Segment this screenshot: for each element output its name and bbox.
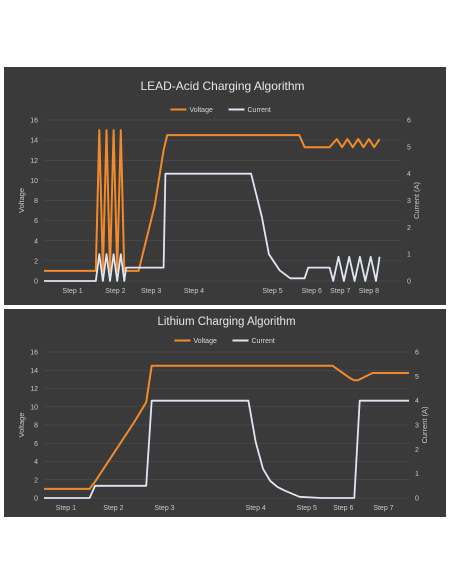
y-tick-label: 2: [34, 477, 38, 484]
step-label: Step 5: [297, 505, 317, 512]
step-label: Step 4: [246, 505, 266, 512]
step-label: Step 3: [154, 505, 174, 512]
chart-title: LEAD-Acid Charging Algorithm: [140, 79, 304, 93]
step-label: Step 4: [184, 288, 204, 295]
y-tick-label: 0: [34, 496, 38, 503]
step-label: Step 7: [373, 505, 393, 512]
y2-axis-label: Current (A): [412, 181, 421, 219]
lead-acid-chart-panel: LEAD-Acid Charging Algorithm Voltage Curre…: [4, 67, 446, 305]
voltage-series-line: [44, 129, 381, 272]
y-tick-label: 6: [34, 441, 38, 448]
current-series-line: [44, 172, 381, 282]
y-tick-label: 2: [34, 258, 38, 265]
legend-voltage-label: Voltage: [190, 107, 213, 114]
y2-tick-label: 3: [407, 198, 411, 205]
y2-tick-label: 2: [407, 225, 411, 232]
step-label: Step 7: [330, 288, 350, 295]
y-tick-label: 8: [34, 198, 38, 205]
y-tick-label: 16: [30, 350, 38, 357]
y-axis-label: Voltage: [17, 412, 26, 437]
y-tick-label: 16: [30, 118, 38, 125]
step-label: Step 2: [105, 288, 125, 295]
y2-tick-label: 6: [415, 350, 419, 357]
y2-tick-label: 3: [415, 423, 419, 430]
y-tick-label: 8: [34, 423, 38, 430]
y2-axis-label: Current (A): [420, 406, 429, 444]
legend-current-label: Current: [252, 338, 275, 345]
y2-tick-label: 4: [415, 398, 419, 405]
step-label: Step 3: [141, 288, 161, 295]
lithium-chart-panel: Lithium Charging Algorithm Voltage Current…: [4, 309, 446, 517]
step-label: Step 8: [359, 288, 379, 295]
y-tick-label: 10: [30, 404, 38, 411]
legend-voltage-label: Voltage: [194, 338, 217, 345]
y-tick-label: 12: [30, 158, 38, 165]
y-tick-label: 10: [30, 178, 38, 185]
step-label: Step 2: [103, 505, 123, 512]
y2-tick-label: 4: [407, 171, 411, 178]
y-axis-label: Voltage: [17, 188, 26, 213]
step-label: Step 5: [262, 288, 282, 295]
step-label: Step 1: [62, 288, 82, 295]
step-label: Step 1: [56, 505, 76, 512]
y-tick-label: 14: [30, 368, 38, 375]
y-tick-label: 4: [34, 459, 38, 466]
step-label: Step 6: [333, 505, 353, 512]
lithium-chart: Lithium Charging Algorithm Voltage Current…: [17, 316, 429, 512]
y-tick-label: 12: [30, 386, 38, 393]
lead-acid-chart: LEAD-Acid Charging Algorithm Voltage Curre…: [17, 79, 421, 295]
y2-tick-label: 5: [415, 374, 419, 381]
legend-current-label: Current: [248, 107, 271, 114]
current-series-line: [44, 399, 409, 499]
legend: Voltage Current: [170, 107, 271, 114]
step-label: Step 6: [302, 288, 322, 295]
chart-title: Lithium Charging Algorithm: [157, 316, 295, 328]
y-tick-label: 6: [34, 218, 38, 225]
voltage-series-line: [44, 364, 409, 490]
y2-tick-label: 1: [415, 471, 419, 478]
y2-tick-label: 1: [407, 252, 411, 259]
y-tick-label: 14: [30, 138, 38, 145]
y2-tick-label: 0: [407, 279, 411, 286]
y-tick-label: 4: [34, 238, 38, 245]
y2-tick-label: 2: [415, 447, 419, 454]
y2-tick-label: 6: [407, 118, 411, 125]
y-tick-label: 0: [34, 279, 38, 286]
y2-tick-label: 0: [415, 496, 419, 503]
y2-tick-label: 5: [407, 144, 411, 151]
legend: Voltage Current: [174, 338, 275, 345]
